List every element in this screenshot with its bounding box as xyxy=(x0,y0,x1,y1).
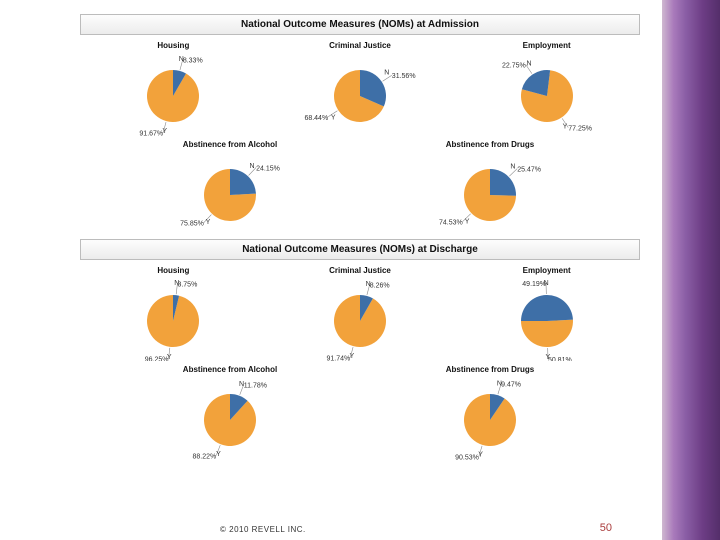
chart-title: Abstinence from Drugs xyxy=(380,365,600,374)
chart-cell: Abstinence from Drugs 9.47% 90.53% N Y xyxy=(380,365,600,460)
tag-n: N xyxy=(543,280,548,287)
tag-y: Y xyxy=(216,451,221,458)
decorative-right-rail xyxy=(662,0,720,540)
pct-label-y: 74.53% xyxy=(439,219,463,226)
pct-label-n: 25.47% xyxy=(517,167,541,174)
tag-y: Y xyxy=(465,218,470,225)
pct-label-y: 91.74% xyxy=(326,356,350,361)
tag-n: N xyxy=(526,60,531,67)
admission-title: National Outcome Measures (NOMs) at Admi… xyxy=(80,14,640,35)
pie-chart: 9.47% 90.53% N Y xyxy=(425,378,555,460)
discharge-row-1: Housing 3.75% 96.25% N Y Criminal Justice 8.26… xyxy=(80,266,640,361)
pie-slice-y xyxy=(521,320,573,347)
pie-chart: 8.33% 91.67% N Y xyxy=(108,54,238,136)
chart-title: Abstinence from Alcohol xyxy=(120,140,340,149)
pie-chart: 8.26% 91.74% N Y xyxy=(295,279,425,361)
admission-row-1: Housing 8.33% 91.67% N Y Criminal Justice 31.5… xyxy=(80,41,640,136)
pct-label-y: 90.53% xyxy=(455,454,479,460)
pie-slice-n xyxy=(230,169,256,195)
tag-n: N xyxy=(239,381,244,388)
admission-title-wrap: National Outcome Measures (NOMs) at Admi… xyxy=(80,14,640,35)
pie-slice-n xyxy=(521,295,573,321)
pct-label-y: 96.25% xyxy=(145,357,169,361)
tag-n: N xyxy=(175,280,180,287)
tag-n: N xyxy=(366,281,371,288)
discharge-title: National Outcome Measures (NOMs) at Disc… xyxy=(80,239,640,260)
copyright-text: © 2010 REVELL INC. xyxy=(220,525,306,534)
slide: National Outcome Measures (NOMs) at Admi… xyxy=(0,0,720,540)
content-area: National Outcome Measures (NOMs) at Admi… xyxy=(80,12,640,464)
pie-chart: 3.75% 96.25% N Y xyxy=(108,279,238,361)
tag-y: Y xyxy=(163,128,168,135)
pct-label-y: 50.81% xyxy=(548,357,572,361)
pie-chart: 25.47% 74.53% N Y xyxy=(425,153,555,235)
chart-title: Criminal Justice xyxy=(270,266,450,275)
pct-label-y: 68.44% xyxy=(304,115,328,122)
pct-label-y: 75.85% xyxy=(180,221,204,228)
tag-n: N xyxy=(384,69,389,76)
pct-label-n: 49.19% xyxy=(522,281,546,288)
chart-cell: Abstinence from Drugs 25.47% 74.53% N Y xyxy=(380,140,600,235)
tag-y: Y xyxy=(349,353,354,360)
tag-y: Y xyxy=(562,124,567,131)
tag-n: N xyxy=(249,163,254,170)
discharge-title-wrap: National Outcome Measures (NOMs) at Disc… xyxy=(80,239,640,260)
admission-row-2: Abstinence from Alcohol24.15%75.85%NYAbs… xyxy=(80,140,640,235)
pie-chart: 11.78% 88.22% N Y xyxy=(165,378,295,460)
pct-label-n: 24.15% xyxy=(256,165,280,172)
chart-cell: Housing 8.33% 91.67% N Y xyxy=(83,41,263,136)
pct-label-n: 31.56% xyxy=(392,73,416,80)
chart-cell: Employment 49.19% 50.81% N Y xyxy=(457,266,637,361)
tag-n: N xyxy=(510,164,515,171)
pct-label-n: 9.47% xyxy=(501,382,521,389)
chart-cell: Employment 22.75% 77.25% N Y xyxy=(457,41,637,136)
chart-title: Housing xyxy=(83,266,263,275)
chart-cell: Criminal Justice 8.26% 91.74% N Y xyxy=(270,266,450,361)
pie-chart: 24.15% 75.85% N Y xyxy=(165,153,295,235)
pie-chart: 31.56% 68.44% N Y xyxy=(295,54,425,136)
chart-title: Abstinence from Drugs xyxy=(380,140,600,149)
chart-cell: Housing 3.75% 96.25% N Y xyxy=(83,266,263,361)
page-number: 50 xyxy=(600,522,612,534)
pct-label-n: 8.26% xyxy=(370,282,390,289)
pct-label-n: 3.75% xyxy=(178,281,198,288)
pct-label-n: 8.33% xyxy=(183,57,203,64)
tag-n: N xyxy=(497,380,502,387)
chart-title: Criminal Justice xyxy=(270,41,450,50)
discharge-row-2: Abstinence from Alcohol11.78%88.22%NYAbs… xyxy=(80,365,640,460)
pie-chart: 22.75% 77.25% N Y xyxy=(482,54,612,136)
tag-y: Y xyxy=(545,354,550,361)
pct-label-y: 88.22% xyxy=(193,453,217,460)
pct-label-n: 11.78% xyxy=(244,383,267,390)
chart-title: Employment xyxy=(457,266,637,275)
tag-y: Y xyxy=(331,115,336,122)
tag-y: Y xyxy=(206,219,211,226)
chart-title: Housing xyxy=(83,41,263,50)
chart-cell: Abstinence from Alcohol 24.15% 75.85% N Y xyxy=(120,140,340,235)
pct-label-y: 77.25% xyxy=(568,125,592,132)
chart-title: Employment xyxy=(457,41,637,50)
pie-slice-n xyxy=(490,169,516,196)
pct-label-n: 22.75% xyxy=(502,63,526,70)
chart-cell: Abstinence from Alcohol 11.78% 88.22% N Y xyxy=(120,365,340,460)
tag-n: N xyxy=(179,56,184,63)
chart-cell: Criminal Justice 31.56% 68.44% N Y xyxy=(270,41,450,136)
chart-title: Abstinence from Alcohol xyxy=(120,365,340,374)
tag-y: Y xyxy=(478,452,483,459)
pct-label-y: 91.67% xyxy=(140,131,164,136)
pie-chart: 49.19% 50.81% N Y xyxy=(482,279,612,361)
tag-y: Y xyxy=(167,354,172,361)
